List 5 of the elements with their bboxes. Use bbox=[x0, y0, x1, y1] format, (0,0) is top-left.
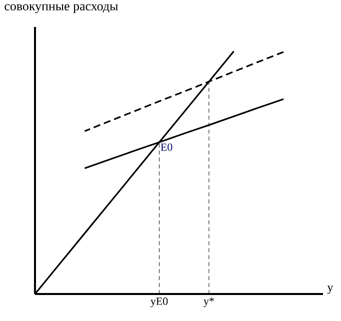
x-axis-title: y bbox=[327, 286, 334, 294]
x-tick-label: yE0 bbox=[150, 298, 168, 308]
y-axis-title: совокупные расходы bbox=[4, 4, 118, 14]
annotation: E0 bbox=[160, 143, 172, 151]
x-tick-label: y* bbox=[204, 298, 214, 308]
